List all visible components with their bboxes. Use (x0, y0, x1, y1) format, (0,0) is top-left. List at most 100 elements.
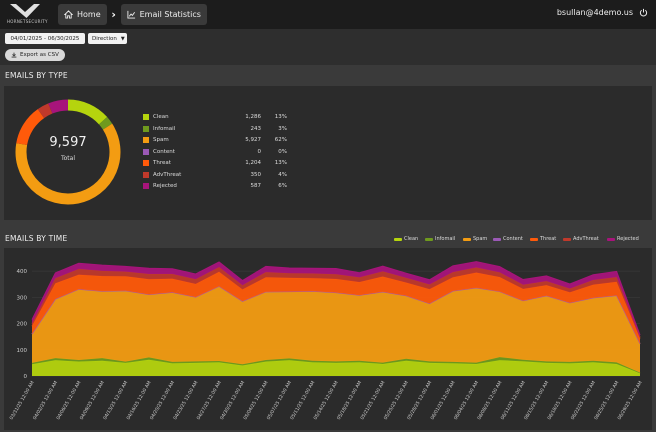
donut-slice-clean[interactable] (67, 99, 108, 125)
legend-swatch (143, 137, 149, 143)
hornetsecurity-logo[interactable]: HORNETSECURITY (4, 0, 52, 29)
x-tick-label: 05/07/25 12:00 AM (266, 380, 293, 421)
donut-slice-threat[interactable] (16, 109, 45, 146)
type-name: AdvThreat (153, 171, 182, 178)
donut-slice-rejected[interactable] (48, 99, 69, 114)
y-tick-label: 400 (17, 269, 28, 275)
download-icon (11, 52, 17, 58)
x-tick-label: 06/22/25 12:00 AM (570, 380, 597, 421)
line-series-rejected (31, 261, 641, 336)
time-legend-content[interactable]: Content (493, 236, 523, 242)
x-tick-label: 04/09/25 12:00 AM (79, 380, 106, 421)
type-name: Content (153, 148, 175, 155)
legend-swatch (143, 114, 149, 120)
time-legend-advthreat[interactable]: AdvThreat (563, 236, 599, 242)
area-series-advthreat[interactable] (32, 267, 640, 339)
x-tick-label: 05/14/25 12:00 AM (313, 380, 340, 421)
line-series-threat (31, 271, 641, 339)
area-series-rejected[interactable] (32, 261, 640, 338)
area-series-spam[interactable] (32, 286, 640, 373)
type-count: 350 (250, 171, 262, 178)
chevron-right-icon: › (111, 8, 116, 21)
legend-label: Spam (473, 236, 488, 242)
type-row-infomail: Infomail 243 3% (143, 125, 287, 132)
legend-line (463, 237, 471, 241)
x-tick-label: 06/01/25 12:00 AM (430, 380, 457, 421)
emails-by-type-donut (15, 99, 121, 205)
legend-swatch (143, 125, 149, 132)
donut-slice-advthreat[interactable] (37, 103, 53, 119)
time-legend-clean[interactable]: Clean (394, 236, 418, 242)
line-series-infomail (31, 356, 641, 374)
legend-label: Threat (540, 236, 557, 242)
caret-down-icon: ▼ (120, 35, 125, 42)
type-count: 587 (250, 183, 262, 189)
x-tick-label: 03/31/25 12:00 AM (9, 380, 36, 421)
x-tick-label: 06/25/25 12:00 AM (593, 380, 620, 421)
legend-label: Content (503, 236, 523, 242)
x-tick-label: 04/16/25 12:00 AM (126, 380, 153, 421)
time-legend-rejected[interactable]: Rejected (607, 236, 639, 242)
x-tick-label: 06/18/25 12:00 AM (546, 380, 573, 421)
type-name: Rejected (153, 183, 177, 189)
type-count: 1,204 (245, 160, 261, 166)
y-tick-label: 300 (17, 295, 28, 301)
export-label: Export as CSV (20, 52, 59, 58)
x-tick-label: 05/21/25 12:00 AM (359, 380, 386, 421)
legend-label: Infomail (435, 236, 456, 242)
y-tick-label: 100 (17, 348, 28, 354)
type-row-clean: Clean 1,286 13% (143, 114, 287, 120)
donut-slice-spam[interactable] (15, 123, 121, 205)
user-menu[interactable]: bsullan@4demo.us (557, 8, 648, 17)
x-tick-label: 05/28/25 12:00 AM (406, 380, 433, 421)
home-breadcrumb[interactable]: Home (58, 4, 107, 25)
x-tick-label: 05/18/25 12:00 AM (336, 380, 363, 421)
donut-slice-infomail[interactable] (98, 117, 113, 130)
total-label: Total (60, 155, 75, 162)
type-percent: 0% (278, 148, 287, 155)
chart-line-icon (127, 10, 135, 19)
x-tick-label: 06/04/25 12:00 AM (453, 380, 480, 421)
time-legend-threat[interactable]: Threat (530, 236, 556, 242)
line-series-advthreat (31, 266, 641, 338)
power-icon[interactable] (639, 8, 648, 17)
total-value: 9,597 (49, 135, 87, 150)
legend-label: Clean (404, 236, 419, 242)
type-name: Threat (153, 160, 171, 166)
time-legend-spam[interactable]: Spam (463, 236, 487, 242)
area-series-infomail[interactable] (32, 357, 640, 374)
legend-label: AdvThreat (573, 236, 599, 242)
x-tick-label: 05/11/25 12:00 AM (289, 380, 316, 421)
home-label: Home (77, 10, 101, 19)
user-email: bsullan@4demo.us (556, 8, 633, 17)
time-legend-infomail[interactable]: Infomail (425, 236, 455, 242)
area-series-clean[interactable] (32, 359, 640, 376)
type-count: 1,286 (245, 114, 261, 120)
type-count: 243 (250, 125, 262, 132)
area-series-threat[interactable] (32, 271, 640, 344)
direction-dropdown[interactable]: Direction ▼ (88, 33, 127, 44)
legend-line (394, 237, 402, 241)
emails-by-type-panel: 9,597 Total Clean 1,286 13% Infomail 243 3% Sp… (4, 86, 652, 220)
type-percent: 13% (274, 160, 287, 166)
x-tick-label: 04/13/25 12:00 AM (102, 380, 129, 421)
type-name: Spam (153, 137, 169, 143)
legend-line (563, 237, 571, 241)
date-range-value: 04/01/2025 - 06/30/2025 (10, 35, 80, 42)
x-tick-label: 05/04/25 12:00 AM (242, 380, 269, 421)
x-tick-label: 04/20/25 12:00 AM (149, 380, 176, 421)
email-statistics-breadcrumb[interactable]: Email Statistics (120, 4, 207, 25)
x-tick-label: 06/29/25 12:00 AM (617, 380, 644, 421)
date-range-picker[interactable]: 04/01/2025 - 06/30/2025 (5, 33, 85, 44)
type-row-advthreat: AdvThreat 350 4% (143, 171, 287, 178)
type-name: Clean (153, 114, 169, 120)
top-bar: HORNETSECURITY Home › Email Statistics b… (0, 0, 656, 29)
type-row-content: Content 0 0% (143, 148, 287, 155)
export-csv-button[interactable]: Export as CSV (5, 49, 65, 61)
emails-by-time-title: EMAILS BY TIME (5, 234, 68, 243)
legend-swatch (143, 171, 149, 178)
type-percent: 4% (278, 171, 287, 178)
x-tick-label: 04/06/25 12:00 AM (55, 380, 82, 421)
legend-label: Rejected (617, 236, 639, 242)
type-count: 5,927 (245, 137, 261, 143)
